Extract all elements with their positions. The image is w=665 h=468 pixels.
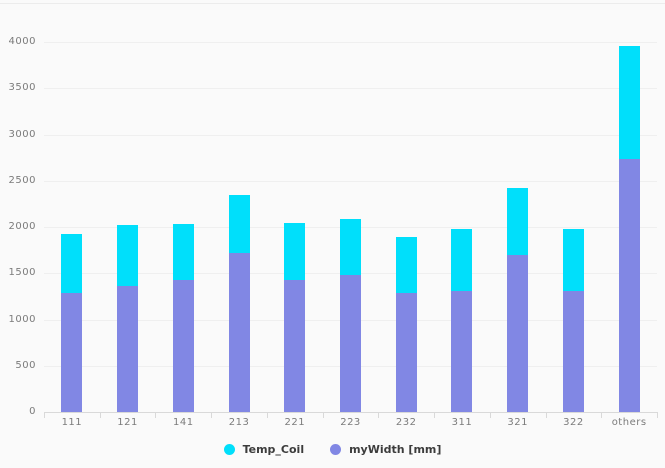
y-axis-label: 500	[15, 359, 36, 371]
bar-segment-temp-coil[interactable]	[618, 45, 640, 159]
x-axis-label: 322	[563, 417, 584, 428]
x-axis-label: 232	[395, 417, 417, 428]
legend: Temp_Coil myWidth [mm]	[0, 441, 665, 457]
bar-segment-mywidth[interactable]	[451, 290, 473, 412]
bar-segment-mywidth[interactable]	[618, 158, 640, 412]
bar-segment-temp-coil[interactable]	[507, 188, 529, 255]
bar-segment-temp-coil[interactable]	[340, 218, 361, 276]
x-axis-tick	[322, 412, 324, 418]
x-axis-tick	[489, 412, 491, 418]
x-axis-label: 213	[228, 417, 250, 428]
bar-segment-mywidth[interactable]	[284, 279, 306, 412]
bar-segment-mywidth[interactable]	[507, 254, 529, 412]
bar-segment-temp-coil[interactable]	[117, 225, 139, 287]
legend-item-temp-coil[interactable]: Temp_Coil	[223, 442, 305, 456]
x-axis-label: 221	[284, 417, 306, 428]
mywidth-swatch-icon	[330, 443, 342, 455]
legend-label-temp-coil: Temp_Coil	[242, 442, 305, 456]
x-axis-label: others	[611, 417, 647, 428]
y-axis-label: 1500	[8, 267, 36, 279]
bar-segment-temp-coil[interactable]	[172, 224, 194, 280]
bar-segment-mywidth[interactable]	[340, 275, 361, 412]
x-axis-label: 121	[117, 417, 138, 428]
legend-label-mywidth: myWidth [mm]	[349, 442, 442, 456]
x-axis-tick	[657, 412, 658, 418]
x-axis-tick	[211, 412, 213, 418]
bar-segment-temp-coil[interactable]	[228, 194, 250, 253]
x-axis-tick	[545, 412, 547, 418]
bar-segment-temp-coil[interactable]	[451, 228, 473, 291]
x-axis-tick	[99, 412, 101, 418]
x-axis-label: 321	[507, 417, 528, 428]
chart-top-border	[0, 3, 665, 4]
bar-segment-mywidth[interactable]	[395, 292, 417, 412]
y-axis-label: 1000	[8, 313, 36, 325]
gridline	[44, 134, 657, 136]
x-axis-tick	[44, 412, 45, 418]
bar-segment-mywidth[interactable]	[61, 292, 83, 412]
bar-segment-temp-coil[interactable]	[562, 228, 584, 291]
x-axis-line	[44, 412, 658, 413]
x-axis-tick	[266, 412, 268, 418]
bar-segment-temp-coil[interactable]	[284, 223, 306, 280]
x-axis-label: 311	[451, 417, 473, 428]
bar-segment-mywidth[interactable]	[562, 290, 584, 412]
x-axis-label: 223	[340, 417, 361, 428]
bar-segment-mywidth[interactable]	[117, 286, 139, 412]
x-axis-tick	[378, 412, 380, 418]
plot-area	[44, 12, 657, 412]
y-axis-label: 3000	[8, 128, 36, 140]
x-axis-label: 141	[173, 417, 194, 428]
y-axis-label: 0	[29, 406, 36, 417]
gridline	[44, 88, 657, 90]
y-axis-label: 2000	[8, 221, 36, 232]
x-axis-label: 111	[61, 417, 83, 428]
bar-segment-mywidth[interactable]	[228, 252, 250, 412]
y-axis-label: 2500	[8, 174, 36, 186]
gridline	[44, 180, 657, 182]
gridline	[44, 42, 657, 43]
y-axis-label: 4000	[8, 36, 36, 47]
bar-segment-temp-coil[interactable]	[61, 233, 83, 293]
bar-segment-mywidth[interactable]	[172, 279, 194, 412]
x-axis-tick	[601, 412, 603, 418]
y-axis-label: 3500	[8, 82, 36, 94]
x-axis-tick	[434, 412, 436, 418]
legend-item-mywidth[interactable]: myWidth [mm]	[330, 443, 441, 456]
x-axis-tick	[155, 412, 157, 418]
temp-coil-swatch-icon	[223, 443, 235, 455]
bar-segment-temp-coil[interactable]	[395, 237, 417, 293]
